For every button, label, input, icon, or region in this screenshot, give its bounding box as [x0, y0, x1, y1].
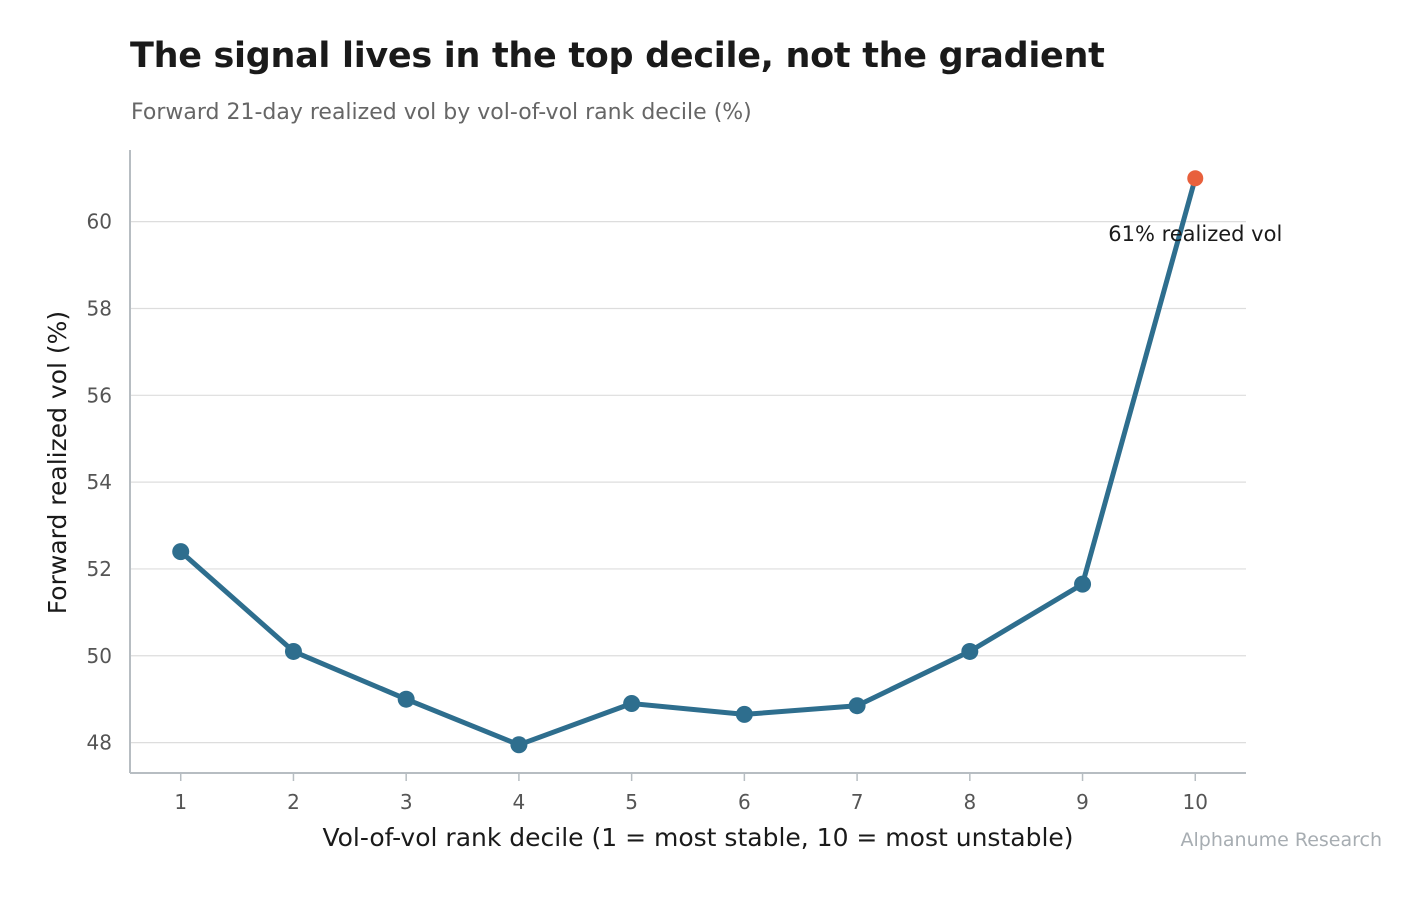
y-tick-label: 52 — [87, 557, 112, 581]
data-point — [961, 642, 979, 660]
series-line — [178, 175, 1198, 748]
y-tick-label: 58 — [87, 296, 112, 320]
gridlines — [130, 221, 1246, 744]
y-tick-label: 50 — [87, 644, 112, 668]
highlight-point — [1187, 170, 1204, 187]
x-tick-label: 8 — [963, 790, 976, 814]
chart-title: The signal lives in the top decile, not … — [130, 36, 1105, 76]
x-tick-label: 4 — [513, 790, 526, 814]
data-point — [397, 690, 415, 708]
x-tick-label: 10 — [1183, 790, 1208, 814]
data-point — [510, 736, 528, 754]
source-credit: Alphanume Research — [1180, 829, 1383, 851]
x-tick-label: 6 — [738, 790, 751, 814]
highlight-annotation: 61% realized vol — [1108, 222, 1282, 246]
y-tick-label: 48 — [87, 731, 112, 755]
data-point — [848, 697, 866, 715]
data-point — [172, 543, 190, 561]
data-point — [1074, 575, 1092, 593]
data-point — [623, 695, 641, 713]
x-tick-label: 5 — [625, 790, 638, 814]
data-point — [284, 642, 302, 660]
x-tick-label: 3 — [400, 790, 413, 814]
y-tick-label: 60 — [87, 210, 112, 234]
x-tick-label: 1 — [174, 790, 187, 814]
chart-subtitle: Forward 21-day realized vol by vol-of-vo… — [131, 100, 752, 125]
y-axis-title: Forward realized vol (%) — [43, 311, 72, 614]
x-axis-title: Vol-of-vol rank decile (1 = most stable,… — [322, 823, 1073, 852]
y-tick-label: 56 — [87, 383, 112, 407]
x-tick-label: 7 — [851, 790, 864, 814]
data-point — [735, 705, 753, 723]
x-tick-label: 2 — [287, 790, 300, 814]
series-points — [172, 170, 1204, 754]
x-axis-ticks: 1 2 3 4 5 6 7 8 9 10 — [174, 773, 1208, 814]
y-tick-label: 54 — [87, 470, 112, 494]
y-axis-ticks: 48 50 52 54 56 58 60 — [87, 210, 112, 755]
x-tick-label: 9 — [1076, 790, 1089, 814]
